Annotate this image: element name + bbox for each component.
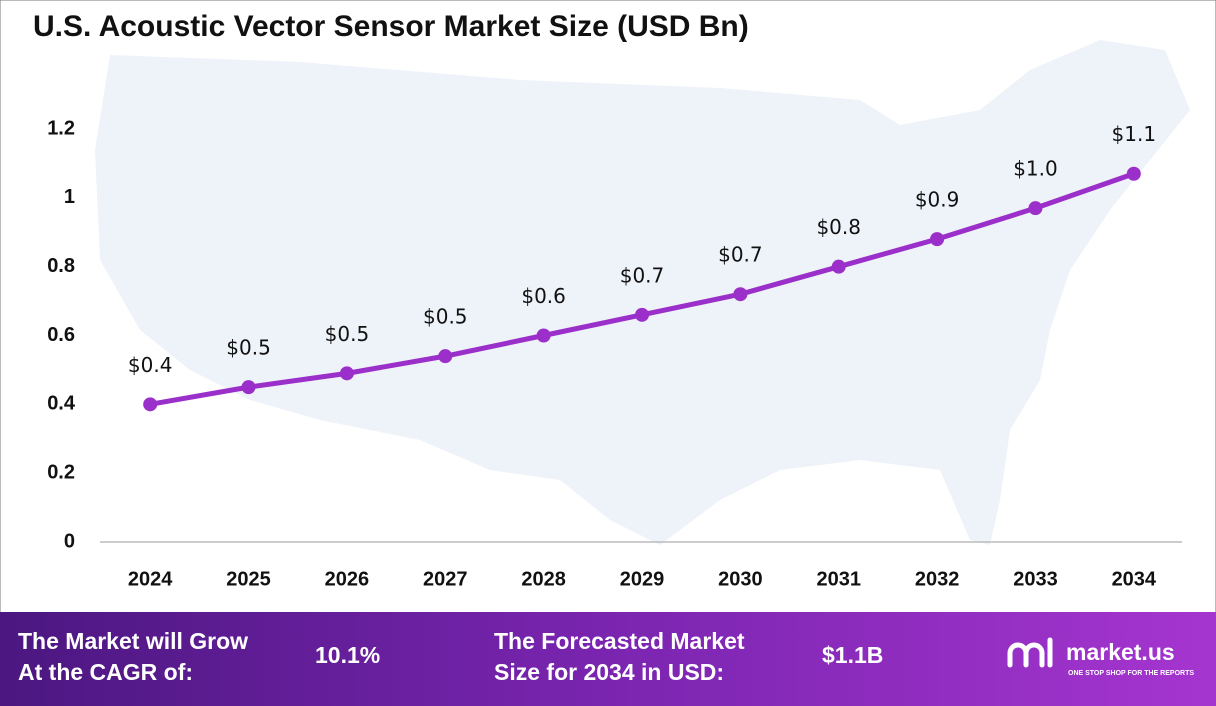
footer-band (0, 612, 1216, 706)
cagr-value: 10.1% (315, 642, 380, 668)
marker (831, 259, 846, 274)
x-tick-label: 2027 (423, 568, 468, 590)
x-tick-label: 2028 (521, 568, 566, 590)
y-tick-label: 0.4 (47, 393, 76, 415)
forecast-text: Size for 2034 in USD: (494, 659, 724, 685)
marker (241, 380, 256, 395)
x-tick-label: 2032 (915, 568, 960, 590)
y-tick-label: 1 (64, 186, 75, 208)
value-label: $0.6 (521, 284, 566, 308)
x-tick-label: 2029 (620, 568, 665, 590)
y-tick-label: 0 (64, 530, 75, 552)
marker (930, 232, 945, 247)
cagr-text: The Market will Grow (18, 628, 248, 654)
x-tick-label: 2025 (226, 568, 271, 590)
marker (536, 328, 551, 343)
marker (339, 366, 354, 381)
value-label: $0.7 (620, 263, 665, 287)
value-label: $0.8 (816, 215, 861, 239)
y-tick-label: 0.6 (47, 324, 75, 346)
cagr-text: At the CAGR of: (18, 659, 193, 685)
value-label: $1.1 (1112, 122, 1157, 146)
forecast-text: The Forecasted Market (494, 628, 745, 654)
map-background (95, 40, 1190, 545)
marker (1028, 201, 1043, 216)
marker (1126, 166, 1141, 181)
marker (143, 397, 158, 412)
brand: market.us (1066, 639, 1175, 665)
value-label: $1.0 (1013, 157, 1058, 181)
x-tick-label: 2031 (816, 568, 861, 590)
chart-title: U.S. Acoustic Vector Sensor Market Size … (33, 10, 749, 43)
value-label: $0.4 (128, 353, 173, 377)
y-tick-label: 1.2 (47, 117, 75, 139)
tagline: ONE STOP SHOP FOR THE REPORTS (1068, 670, 1194, 677)
value-label: $0.5 (423, 305, 468, 329)
forecast-value: $1.1B (822, 642, 883, 668)
marker (635, 307, 649, 322)
x-tick-label: 2034 (1112, 568, 1157, 590)
x-tick-label: 2024 (128, 568, 173, 590)
y-tick-label: 0.8 (47, 255, 75, 277)
x-tick-label: 2026 (325, 568, 370, 590)
marker (733, 287, 748, 302)
x-tick-label: 2030 (718, 568, 763, 590)
marker (438, 349, 453, 364)
value-label: $0.7 (718, 243, 763, 267)
value-label: $0.5 (226, 336, 271, 360)
value-label: $0.5 (325, 322, 370, 346)
x-tick-label: 2033 (1013, 568, 1058, 590)
y-tick-label: 0.2 (47, 461, 75, 483)
logo-icon (1007, 637, 1053, 668)
value-label: $0.9 (915, 188, 960, 212)
